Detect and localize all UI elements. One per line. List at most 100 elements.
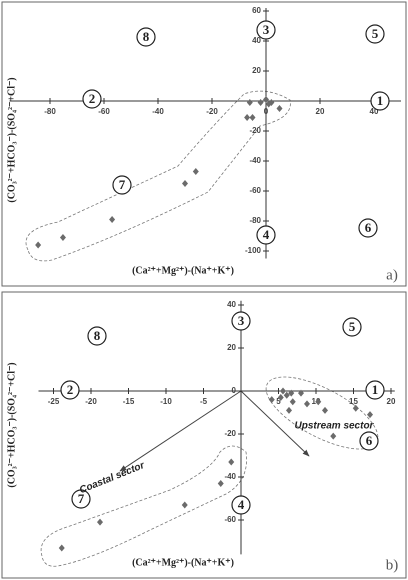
y-tick-label: -40 <box>224 472 236 481</box>
point <box>257 99 264 106</box>
point <box>58 544 65 552</box>
zone-circle <box>358 218 378 238</box>
zone-circle <box>82 89 102 109</box>
y-tick-label: 20 <box>252 66 261 75</box>
panel-label: a) <box>386 267 398 283</box>
y-tick-label: -80 <box>249 216 261 225</box>
group-outline <box>40 445 247 567</box>
zone-label: 1 <box>372 382 379 397</box>
y-tick-label: 0 <box>232 386 237 395</box>
point <box>315 398 322 406</box>
x-tick-label: -25 <box>48 397 60 406</box>
zone-circle <box>365 24 385 44</box>
point <box>228 458 235 466</box>
x-tick-label: 0 <box>264 107 269 116</box>
zone-circle <box>60 380 80 400</box>
point <box>217 479 224 487</box>
annotation: Coastal sector <box>78 460 147 496</box>
x-tick-label: -10 <box>160 397 172 406</box>
x-tick-label: -40 <box>152 107 164 116</box>
zone-label: 3 <box>238 313 245 328</box>
point <box>298 389 304 397</box>
y-tick-label: -40 <box>249 156 261 165</box>
zone-label: 7 <box>78 491 85 506</box>
zone-circle <box>136 27 156 47</box>
point <box>268 99 275 106</box>
zone-label: 1 <box>377 93 384 108</box>
zone-circle <box>256 20 276 40</box>
point <box>352 404 359 412</box>
x-tick-label: -15 <box>123 397 135 406</box>
point <box>244 114 251 121</box>
zone-label: 3 <box>263 22 270 37</box>
x-tick-label: -5 <box>200 397 208 406</box>
point <box>330 432 337 440</box>
zone-label: 2 <box>89 91 96 106</box>
point <box>280 387 286 395</box>
zone-circle <box>256 225 276 245</box>
x-tick-label: 5 <box>276 397 281 406</box>
x-tick-label: -20 <box>206 107 218 116</box>
x-tick-label: 20 <box>316 107 325 116</box>
point <box>286 406 292 414</box>
x-tick-label: 40 <box>370 107 379 116</box>
zone-label: 5 <box>372 26 379 41</box>
point <box>35 241 42 249</box>
y-tick-label: 60 <box>252 6 261 15</box>
y-tick-label: 40 <box>252 36 261 45</box>
point <box>289 398 296 406</box>
y-axis-title: (CO₃²⁻+HCO₃⁻)-(SO₄²⁻+Cl⁻) <box>6 362 17 487</box>
point <box>268 396 275 404</box>
point <box>304 400 310 408</box>
zone-circle <box>231 495 251 515</box>
zone-circle <box>112 175 132 195</box>
zone-label: 7 <box>119 177 126 192</box>
x-tick-label: -80 <box>44 107 56 116</box>
point <box>283 391 290 399</box>
panel-frame <box>1 1 407 287</box>
zone-circle <box>342 317 362 337</box>
y-tick-label: -20 <box>224 429 236 438</box>
x-tick-label: 15 <box>349 397 358 406</box>
x-tick-label: -60 <box>98 107 110 116</box>
x-tick-label: 20 <box>387 397 396 406</box>
y-tick-label: -100 <box>245 246 262 255</box>
point <box>97 518 103 526</box>
zone-label: 6 <box>365 220 372 235</box>
zone-circle <box>365 380 385 400</box>
zone-circle <box>370 91 390 111</box>
y-tick-label: 20 <box>227 343 236 352</box>
point <box>276 105 283 112</box>
panel-frame <box>1 291 407 579</box>
x-axis-title: (Ca²⁺+Mg²⁺)-(Na⁺+K⁺) <box>132 557 234 568</box>
arrow <box>119 390 242 472</box>
zone-label: 8 <box>94 328 101 343</box>
zone-label: 2 <box>67 382 74 397</box>
point <box>277 393 284 401</box>
y-tick-label: -20 <box>249 126 261 135</box>
y-tick-label: -60 <box>249 186 261 195</box>
y-axis-title: (CO₃²⁻+HCO₃⁻)-(SO₄²⁻+Cl⁻) <box>6 77 17 202</box>
y-tick-label: 40 <box>227 300 236 309</box>
zone-label: 6 <box>366 433 373 448</box>
point <box>322 406 328 414</box>
x-tick-label: -20 <box>85 397 97 406</box>
point <box>288 389 295 397</box>
zone-label: 4 <box>263 227 270 242</box>
y-tick-label: -60 <box>224 515 236 524</box>
zone-circle <box>71 489 91 509</box>
zone-label: 5 <box>349 319 356 334</box>
point <box>59 234 66 241</box>
zone-circle <box>359 431 379 451</box>
zone-circle <box>87 326 107 346</box>
x-axis-title: (Ca²⁺+Mg²⁺)-(Na⁺+K⁺) <box>132 265 234 276</box>
zone-circle <box>231 311 251 331</box>
zone-label: 4 <box>238 497 245 512</box>
point <box>249 114 256 121</box>
point <box>246 99 253 106</box>
zone-label: 8 <box>143 29 150 44</box>
point <box>181 501 188 509</box>
point <box>182 180 188 187</box>
point <box>263 96 269 103</box>
